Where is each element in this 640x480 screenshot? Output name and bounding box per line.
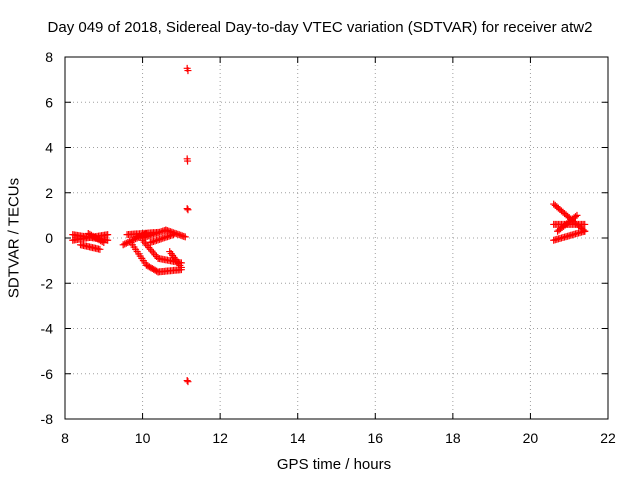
x-tick-label: 10	[135, 430, 151, 446]
x-tick-label: 8	[61, 430, 69, 446]
data-point	[184, 378, 192, 386]
chart-title: Day 049 of 2018, Sidereal Day-to-day VTE…	[47, 19, 593, 36]
data-point	[142, 240, 150, 248]
y-tick-label: 0	[45, 230, 53, 246]
data-point	[119, 241, 127, 249]
data-point	[183, 377, 191, 385]
data-point	[146, 245, 154, 253]
data-point	[581, 227, 589, 235]
x-tick-label: 14	[290, 430, 306, 446]
data-point	[177, 263, 185, 271]
x-tick-label: 22	[600, 430, 616, 446]
data-point	[184, 67, 192, 75]
data-point	[184, 157, 192, 165]
y-tick-label: 2	[45, 185, 53, 201]
y-tick-label: -2	[41, 275, 54, 291]
y-tick-label: -4	[41, 321, 54, 337]
y-tick-label: 4	[45, 140, 53, 156]
plot-frame	[64, 56, 609, 420]
data-points	[69, 64, 589, 386]
y-tick-label: 8	[45, 49, 53, 65]
y-axis-label: SDTVAR / TECUs	[5, 177, 23, 299]
data-point	[149, 249, 157, 257]
data-point	[181, 233, 189, 241]
data-point	[98, 238, 106, 246]
data-point	[170, 231, 178, 239]
data-point	[143, 242, 151, 250]
x-tick-label: 20	[523, 430, 539, 446]
x-tick-label: 16	[367, 430, 383, 446]
data-point	[581, 220, 589, 228]
x-tick-label: 12	[212, 430, 228, 446]
data-point	[121, 240, 129, 248]
data-point	[132, 235, 140, 243]
y-tick-label: -6	[41, 366, 54, 382]
data-point	[122, 239, 130, 247]
data-point	[104, 231, 112, 239]
data-point	[130, 236, 138, 244]
data-point	[148, 247, 156, 255]
data-point	[100, 239, 108, 247]
y-tick-label: 6	[45, 94, 53, 110]
data-point	[571, 213, 579, 221]
data-point	[183, 205, 191, 213]
axis-ticks: 8 10 12 14 16 18 20 22 -8 -6 -4 -2 0 2 4 6 8	[41, 49, 616, 446]
data-point	[151, 251, 159, 259]
data-point	[573, 211, 581, 219]
data-point	[184, 206, 192, 214]
x-axis-label: GPS time / hours	[276, 456, 392, 473]
y-tick-label: -8	[41, 411, 54, 427]
data-point	[125, 238, 133, 246]
data-point	[145, 244, 153, 252]
data-point	[96, 245, 104, 253]
x-tick-label: 18	[445, 430, 461, 446]
